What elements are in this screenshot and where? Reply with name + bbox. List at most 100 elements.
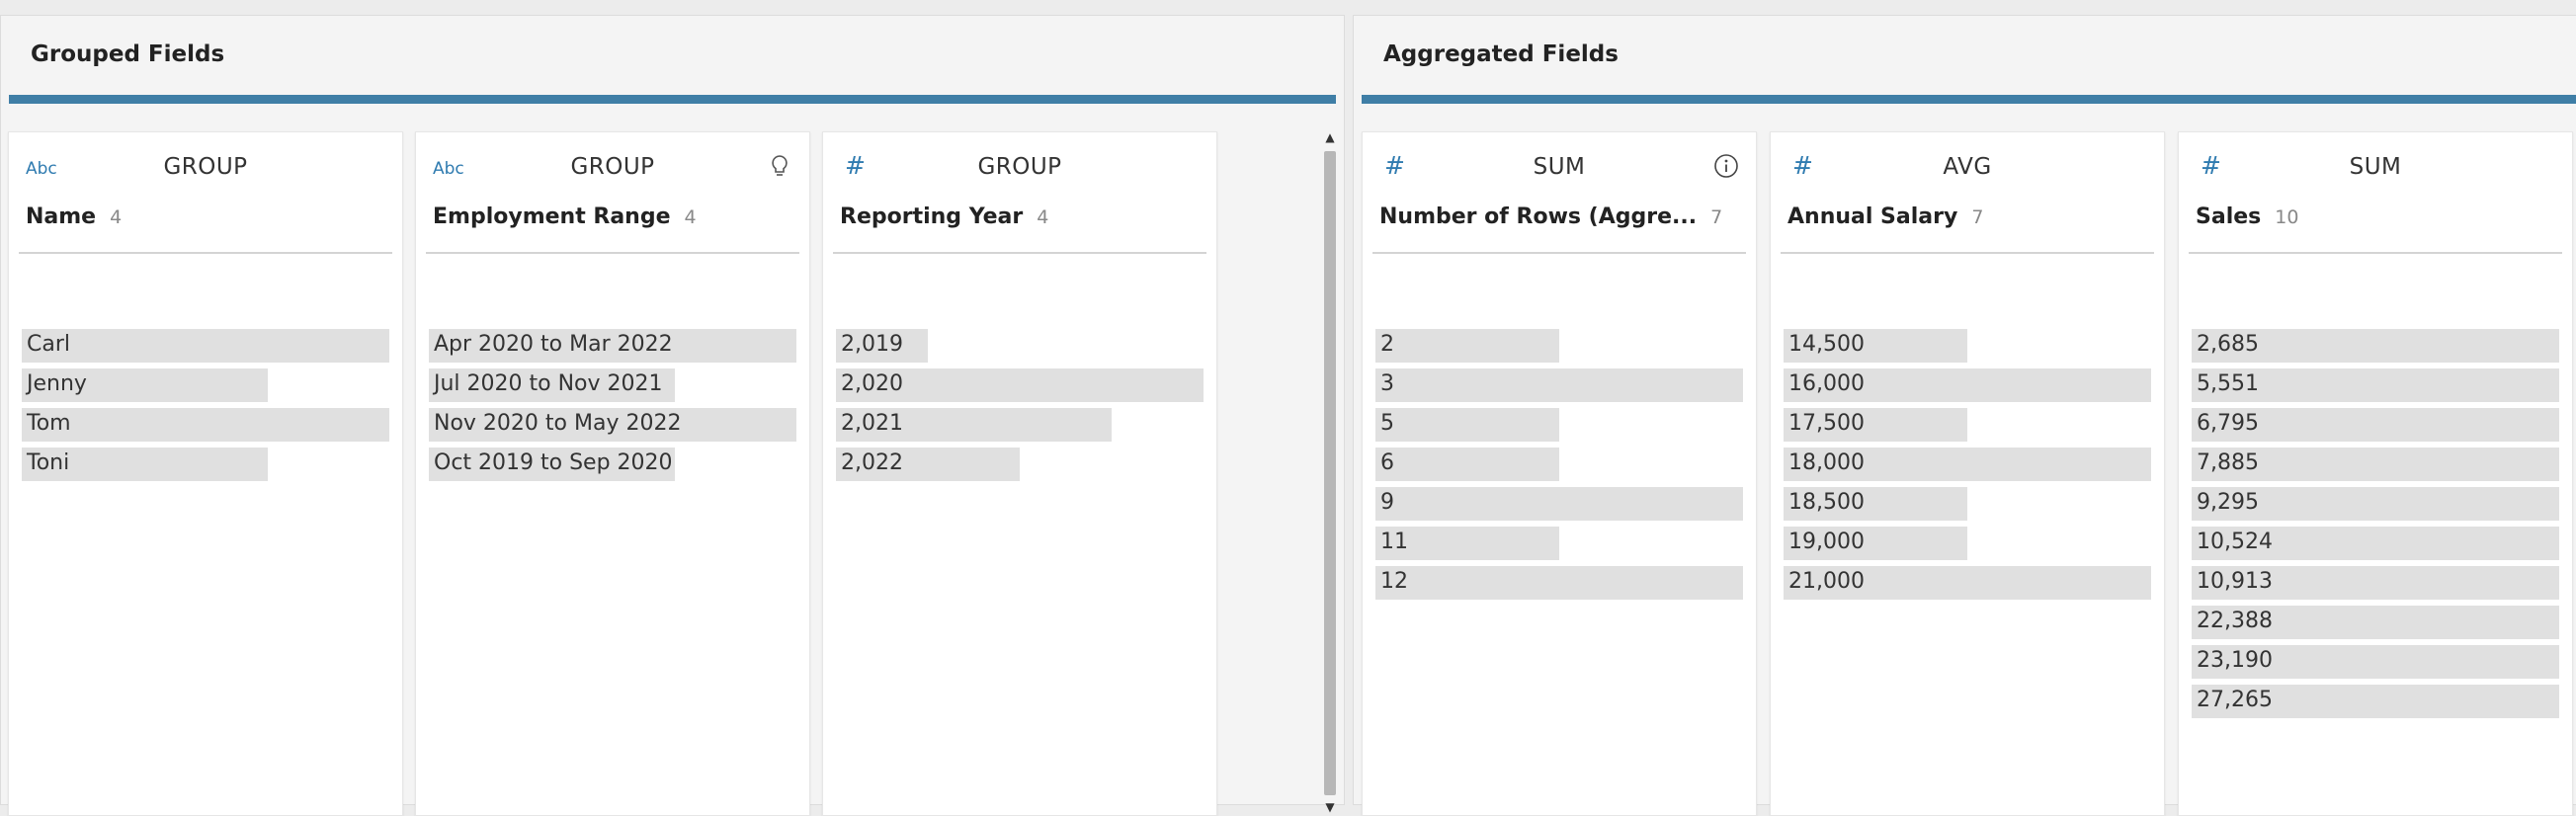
value-bar-row[interactable]: 17,500: [1784, 408, 2151, 442]
field-name[interactable]: Employment Range 4: [433, 204, 697, 229]
aggregation-role-label[interactable]: SUM: [1533, 154, 1586, 180]
number-type-icon[interactable]: #: [1792, 151, 1813, 180]
value-histogram: Carl Jenny Tom Toni: [22, 329, 389, 487]
value-label: 14,500: [1788, 332, 1865, 357]
value-bar-row[interactable]: Jul 2020 to Nov 2021: [429, 368, 796, 402]
aggregation-role-label[interactable]: GROUP: [570, 154, 655, 180]
field-name[interactable]: Annual Salary 7: [1787, 204, 1983, 229]
value-bar-row[interactable]: 2: [1375, 329, 1743, 363]
value-bar-row[interactable]: 2,022: [836, 448, 1204, 481]
aggregation-role-label[interactable]: GROUP: [163, 154, 248, 180]
value-bar-row[interactable]: Carl: [22, 329, 389, 363]
field-name[interactable]: Reporting Year 4: [840, 204, 1048, 229]
aggregation-role-label[interactable]: SUM: [2349, 154, 2402, 180]
field-name-label: Sales: [2196, 204, 2262, 229]
value-bar-row[interactable]: 2,021: [836, 408, 1204, 442]
card-divider: [2189, 252, 2562, 254]
value-bar-row[interactable]: 6,795: [2192, 408, 2559, 442]
value-bar: [836, 329, 928, 363]
value-bar-row[interactable]: 5: [1375, 408, 1743, 442]
value-bar: [2192, 487, 2559, 521]
value-bar-row[interactable]: Jenny: [22, 368, 389, 402]
field-card-number-of-rows-aggre[interactable]: # SUM Number of Rows (Aggre... 7 2 3 5 6 9 11 12: [1362, 131, 1757, 816]
scroll-up-arrow-icon[interactable]: ▲: [1325, 130, 1335, 144]
value-histogram: 2 3 5 6 9 11 12: [1375, 329, 1743, 606]
value-bar-row[interactable]: 5,551: [2192, 368, 2559, 402]
number-type-icon[interactable]: #: [845, 151, 866, 180]
value-label: 9,295: [2197, 490, 2259, 515]
value-bar-row[interactable]: 18,500: [1784, 487, 2151, 521]
scrollbar-thumb[interactable]: [1324, 151, 1336, 795]
value-bar-row[interactable]: 23,190: [2192, 645, 2559, 679]
value-label: 2: [1380, 332, 1394, 357]
value-bar-row[interactable]: Oct 2019 to Sep 2020: [429, 448, 796, 481]
value-bar: [1784, 368, 2151, 402]
value-bar-row[interactable]: 22,388: [2192, 606, 2559, 639]
info-icon[interactable]: [1712, 152, 1740, 180]
value-bar-row[interactable]: 14,500: [1784, 329, 2151, 363]
field-name-label: Annual Salary: [1787, 204, 1958, 229]
value-bar: [1375, 527, 1559, 560]
aggregation-role-label[interactable]: AVG: [1943, 154, 1992, 180]
pane-header-bar: [9, 95, 1336, 104]
value-bar: [1784, 408, 1967, 442]
value-bar-row[interactable]: 18,000: [1784, 448, 2151, 481]
field-card-name[interactable]: Abc GROUP Name 4 Carl Jenny Tom Toni: [8, 131, 403, 816]
value-label: 6,795: [2197, 411, 2259, 436]
value-bar-row[interactable]: 6: [1375, 448, 1743, 481]
field-name[interactable]: Name 4: [26, 204, 122, 229]
value-bar-row[interactable]: 9,295: [2192, 487, 2559, 521]
value-bar-row[interactable]: 2,685: [2192, 329, 2559, 363]
field-name[interactable]: Number of Rows (Aggre... 7: [1379, 204, 1722, 229]
value-label: 11: [1380, 530, 1408, 554]
value-label: 2,685: [2197, 332, 2259, 357]
value-bar-row[interactable]: 7,885: [2192, 448, 2559, 481]
field-card-employment-range[interactable]: Abc GROUP Employment Range 4 Apr 2020 to Mar…: [415, 131, 810, 816]
value-bar-row[interactable]: 2,020: [836, 368, 1204, 402]
value-label: Oct 2019 to Sep 2020: [434, 450, 673, 475]
value-label: 21,000: [1788, 569, 1865, 594]
value-label: Jul 2020 to Nov 2021: [434, 371, 663, 396]
value-bar-row[interactable]: 9: [1375, 487, 1743, 521]
value-bar-row[interactable]: 19,000: [1784, 527, 2151, 560]
string-type-icon[interactable]: Abc: [433, 159, 464, 179]
string-type-icon[interactable]: Abc: [26, 159, 57, 179]
value-bar-row[interactable]: 2,019: [836, 329, 1204, 363]
value-label: 27,265: [2197, 688, 2273, 712]
value-bar-row[interactable]: Toni: [22, 448, 389, 481]
value-bar-row[interactable]: 10,913: [2192, 566, 2559, 600]
value-bar-row[interactable]: Tom: [22, 408, 389, 442]
lightbulb-icon[interactable]: [766, 152, 793, 180]
value-label: Apr 2020 to Mar 2022: [434, 332, 673, 357]
distinct-value-count: 4: [110, 206, 123, 228]
field-card-reporting-year[interactable]: # GROUP Reporting Year 4 2,019 2,020 2,021 2,02…: [822, 131, 1217, 816]
value-bar-row[interactable]: 21,000: [1784, 566, 2151, 600]
grouped-fields-pane: Grouped Fields Abc GROUP Name 4 Carl Jenny Tom…: [0, 15, 1345, 816]
value-bar-row[interactable]: 27,265: [2192, 685, 2559, 718]
pane-title: Grouped Fields: [31, 41, 225, 67]
value-bar-row[interactable]: 3: [1375, 368, 1743, 402]
value-bar-row[interactable]: Apr 2020 to Mar 2022: [429, 329, 796, 363]
value-bar-row[interactable]: 12: [1375, 566, 1743, 600]
value-label: 16,000: [1788, 371, 1865, 396]
card-divider: [1781, 252, 2154, 254]
value-bar-row[interactable]: Nov 2020 to May 2022: [429, 408, 796, 442]
scroll-down-arrow-icon[interactable]: ▼: [1325, 800, 1335, 814]
card-divider: [1372, 252, 1746, 254]
value-bar-row[interactable]: 10,524: [2192, 527, 2559, 560]
value-label: 18,000: [1788, 450, 1865, 475]
value-histogram: 2,019 2,020 2,021 2,022: [836, 329, 1204, 487]
field-name[interactable]: Sales 10: [2196, 204, 2298, 229]
aggregation-role-label[interactable]: GROUP: [977, 154, 1062, 180]
value-bar: [1375, 487, 1743, 521]
value-label: 2,020: [841, 371, 903, 396]
value-bar-row[interactable]: 16,000: [1784, 368, 2151, 402]
value-bar: [22, 368, 269, 402]
field-card-sales[interactable]: # SUM Sales 10 2,685 5,551 6,795 7,885 9,295 10,5…: [2178, 131, 2573, 816]
number-type-icon[interactable]: #: [2201, 151, 2221, 180]
field-card-annual-salary[interactable]: # AVG Annual Salary 7 14,500 16,000 17,500 18,0…: [1770, 131, 2165, 816]
value-bar-row[interactable]: 11: [1375, 527, 1743, 560]
vertical-scrollbar[interactable]: ▲ ▼: [1322, 131, 1338, 813]
value-bar: [836, 408, 1112, 442]
number-type-icon[interactable]: #: [1384, 151, 1405, 180]
